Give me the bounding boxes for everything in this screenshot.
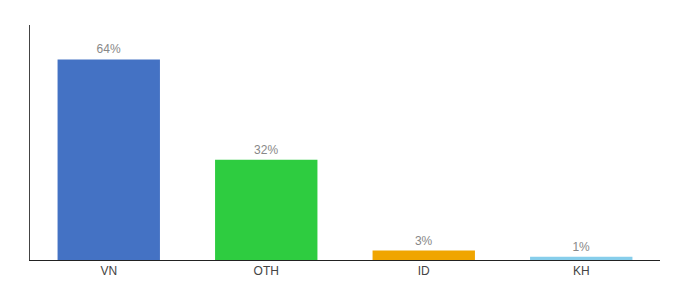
svg-text:32%: 32% [254,143,278,157]
svg-text:3%: 3% [415,234,433,248]
svg-text:KH: KH [573,264,590,278]
svg-text:VN: VN [100,264,117,278]
svg-text:ID: ID [418,264,430,278]
svg-text:OTH: OTH [254,264,279,278]
svg-text:64%: 64% [97,42,121,56]
svg-text:1%: 1% [572,240,590,254]
